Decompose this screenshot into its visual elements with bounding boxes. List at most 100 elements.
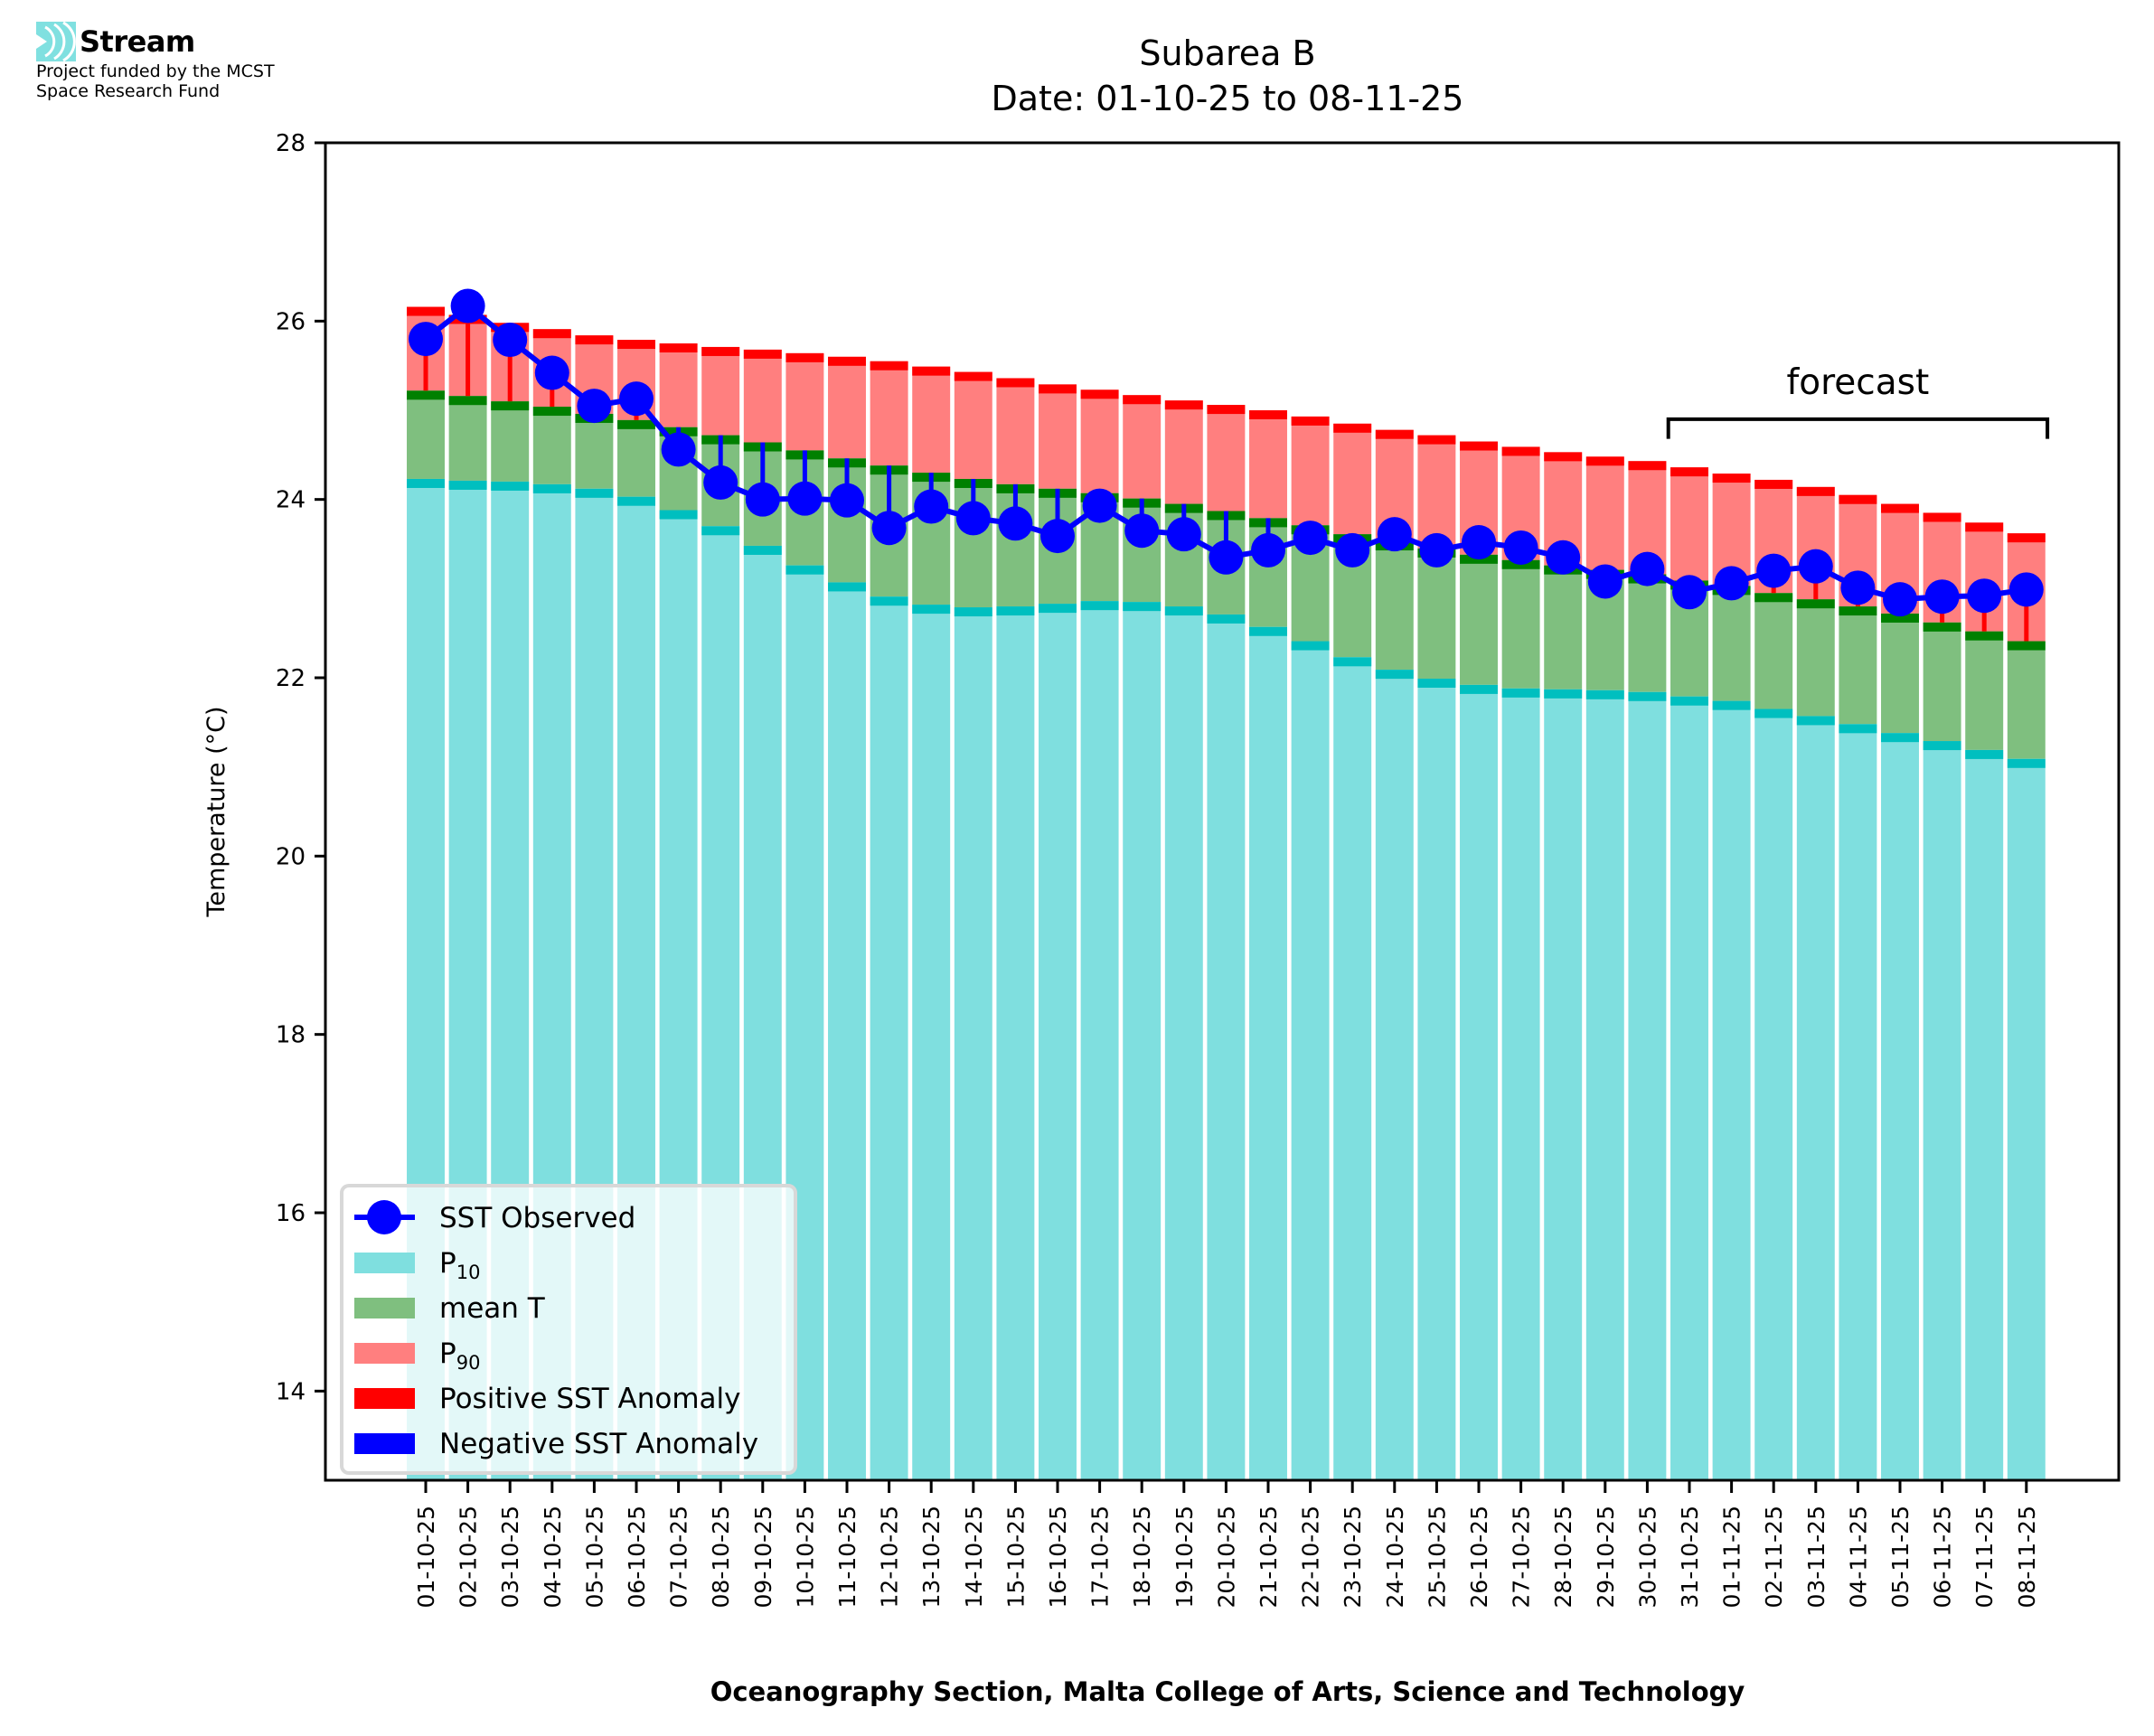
p90-cap bbox=[1754, 479, 1793, 489]
p90-cap bbox=[954, 371, 992, 381]
mean-bar bbox=[1754, 593, 1793, 709]
p90-cap bbox=[1712, 474, 1751, 483]
chart-title: Subarea B bbox=[1139, 33, 1315, 73]
funding-line-1: Project funded by the MCST bbox=[36, 61, 275, 81]
x-tick-label: 25-10-25 bbox=[1424, 1506, 1450, 1608]
sst-point bbox=[1335, 532, 1370, 568]
mean-bar bbox=[1417, 548, 1456, 679]
x-tick-label: 02-10-25 bbox=[456, 1506, 482, 1608]
x-axis-label: Oceanography Section, Malta College of A… bbox=[710, 1676, 1745, 1707]
x-tick-label: 05-10-25 bbox=[581, 1506, 607, 1608]
p10-cap bbox=[1375, 670, 1414, 680]
x-tick-label: 13-10-25 bbox=[918, 1506, 945, 1608]
sst-point bbox=[534, 355, 569, 390]
p90-bar bbox=[912, 366, 951, 474]
p10-cap bbox=[1291, 641, 1330, 651]
p90-cap bbox=[1080, 389, 1119, 399]
p10-cap bbox=[1796, 716, 1835, 726]
sst-point bbox=[1419, 532, 1454, 568]
x-tick-label: 04-11-25 bbox=[1845, 1506, 1871, 1608]
x-axis-ticks: 01-10-25 02-10-25 03-10-25 04-10-25 05-10-25… bbox=[413, 1480, 2040, 1608]
sst-point bbox=[2008, 572, 2044, 607]
p90-bar bbox=[996, 378, 1035, 484]
mean-bar bbox=[1881, 613, 1919, 734]
p10-cap bbox=[1670, 696, 1708, 706]
p10-bar bbox=[870, 596, 908, 1480]
sst-point bbox=[998, 506, 1033, 541]
p10-bar bbox=[1333, 657, 1372, 1480]
p90-bar bbox=[785, 352, 824, 451]
x-tick-label: 01-11-25 bbox=[1719, 1506, 1745, 1608]
p90-bar bbox=[1123, 395, 1162, 499]
mean-cap bbox=[1965, 631, 2004, 641]
sst-point bbox=[1924, 579, 1960, 615]
sst-point bbox=[577, 389, 612, 424]
p10-cap bbox=[1965, 749, 2004, 759]
p10-bar bbox=[1881, 733, 1919, 1480]
forecast-bracket bbox=[1666, 417, 2050, 439]
p10-cap bbox=[1923, 741, 1961, 751]
p10-cap bbox=[1207, 614, 1246, 624]
sst-point bbox=[1840, 570, 1876, 605]
x-tick-label: 17-10-25 bbox=[1087, 1506, 1114, 1608]
p90-cap bbox=[1585, 456, 1624, 466]
p90-bar bbox=[1164, 400, 1203, 504]
p10-bar bbox=[828, 582, 866, 1480]
mean-cap bbox=[2007, 641, 2046, 651]
x-tick-label: 05-11-25 bbox=[1887, 1506, 1914, 1608]
p10-bar bbox=[1501, 688, 1540, 1480]
sst-point bbox=[1124, 513, 1160, 549]
p10-cap bbox=[1460, 684, 1498, 694]
p90-bar bbox=[1080, 389, 1119, 493]
y-axis-label: Temperature (°C) bbox=[202, 706, 230, 917]
x-tick-label: 06-11-25 bbox=[1930, 1506, 1956, 1608]
x-tick-label: 08-10-25 bbox=[708, 1506, 734, 1608]
p90-cap bbox=[617, 340, 655, 350]
p10-bar bbox=[1123, 602, 1162, 1480]
mean-bar bbox=[1460, 554, 1498, 685]
legend-box bbox=[340, 1184, 797, 1475]
legend-label-text: P bbox=[439, 1247, 456, 1280]
p10-cap bbox=[491, 481, 530, 491]
x-tick-label: 02-11-25 bbox=[1761, 1506, 1787, 1608]
mean-bar bbox=[1628, 574, 1667, 692]
sst-point bbox=[830, 483, 864, 518]
p10-cap bbox=[954, 607, 992, 617]
p90-bar bbox=[701, 346, 740, 436]
mean-cap bbox=[407, 390, 445, 400]
p10-bar bbox=[912, 605, 951, 1480]
legend-label-text: Negative SST Anomaly bbox=[439, 1428, 758, 1460]
p90-bar bbox=[1333, 423, 1372, 535]
legend-swatch-patch bbox=[354, 1433, 415, 1454]
x-tick-label: 10-10-25 bbox=[792, 1506, 818, 1608]
sst-point bbox=[1251, 532, 1285, 568]
sst-point bbox=[450, 288, 485, 324]
mean-bar bbox=[1375, 541, 1414, 671]
x-tick-label: 26-10-25 bbox=[1466, 1506, 1492, 1608]
x-tick-label: 28-10-25 bbox=[1550, 1506, 1576, 1608]
p10-cap bbox=[1754, 708, 1793, 718]
mean-bar bbox=[1712, 586, 1751, 701]
sst-line-layer bbox=[409, 288, 2044, 617]
p90-bar bbox=[1585, 456, 1624, 570]
mean-cap bbox=[1839, 606, 1877, 616]
mean-bar bbox=[532, 407, 571, 484]
sst-point bbox=[1883, 582, 1917, 617]
sst-point bbox=[914, 489, 949, 524]
mean-cap bbox=[1881, 613, 1919, 623]
legend-label-subscript: 90 bbox=[456, 1352, 481, 1374]
p10-bar bbox=[1628, 691, 1667, 1480]
y-tick-label: 20 bbox=[276, 843, 306, 870]
sst-point bbox=[619, 381, 654, 417]
legend-label-text: SST Observed bbox=[439, 1202, 635, 1234]
p10-bar bbox=[1839, 724, 1877, 1480]
mean-bar bbox=[1839, 606, 1877, 725]
p90-bar bbox=[870, 361, 908, 466]
p10-bar bbox=[1965, 749, 2004, 1480]
plot-frame bbox=[324, 141, 2121, 1482]
p90-cap bbox=[1501, 446, 1540, 456]
sst-point bbox=[1587, 564, 1623, 599]
x-tick-label: 03-11-25 bbox=[1803, 1506, 1829, 1608]
p10-bar bbox=[996, 606, 1035, 1480]
